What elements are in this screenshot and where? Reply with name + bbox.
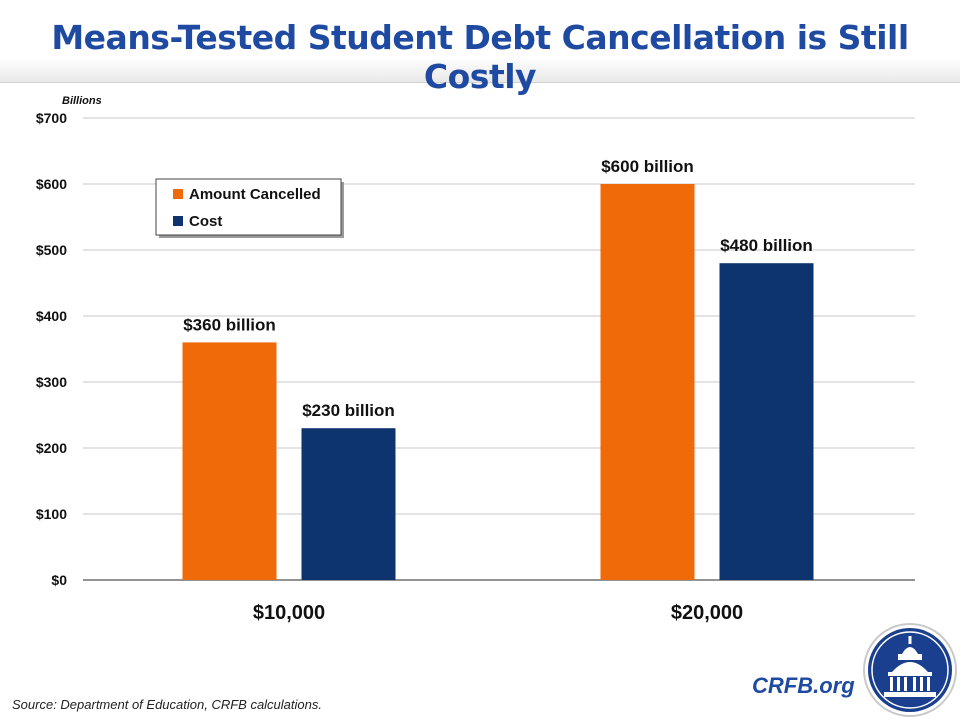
y-tick-label: $200 xyxy=(36,440,67,456)
legend-box xyxy=(155,178,342,236)
x-tick-label: $20,000 xyxy=(671,602,743,624)
y-tick-label: $300 xyxy=(36,374,67,390)
y-tick-label: $0 xyxy=(51,572,67,588)
legend: Amount Cancelled Cost xyxy=(155,178,344,238)
bar-data-label: $600 billion xyxy=(601,157,694,176)
y-axis-ticks: $0 $100 $200 $300 $400 $500 $600 $700 xyxy=(36,110,67,588)
bar-data-labels: $360 billion $230 billion $600 billion $480… xyxy=(183,157,813,420)
bar-amount-cancelled xyxy=(182,342,277,580)
bars xyxy=(182,184,814,580)
bar-cost xyxy=(301,428,396,580)
legend-swatch xyxy=(173,189,183,199)
bar-data-label: $360 billion xyxy=(183,315,276,334)
capitol-dome-seal-icon xyxy=(863,623,957,717)
x-axis-ticks: $10,000 $20,000 xyxy=(253,602,743,624)
legend-label: Amount Cancelled xyxy=(189,186,321,203)
y-tick-label: $600 xyxy=(36,176,67,192)
bar-amount-cancelled xyxy=(600,184,695,580)
y-tick-label: $100 xyxy=(36,506,67,522)
bar-data-label: $230 billion xyxy=(302,401,395,420)
y-axis-label: Billions xyxy=(62,95,102,107)
legend-label: Cost xyxy=(189,213,222,230)
bar-cost xyxy=(719,263,814,580)
y-tick-label: $500 xyxy=(36,242,67,258)
site-link[interactable]: CRFB.org xyxy=(752,673,855,698)
page-title: Means-Tested Student Debt Cancellation i… xyxy=(51,18,909,96)
legend-swatch xyxy=(173,216,183,226)
x-tick-label: $10,000 xyxy=(253,602,325,624)
y-tick-label: $400 xyxy=(36,308,67,324)
header-band: Means-Tested Student Debt Cancellation i… xyxy=(0,0,960,96)
y-tick-label: $700 xyxy=(36,110,67,126)
bar-data-label: $480 billion xyxy=(720,236,813,255)
source-note: Source: Department of Education, CRFB ca… xyxy=(12,697,322,712)
